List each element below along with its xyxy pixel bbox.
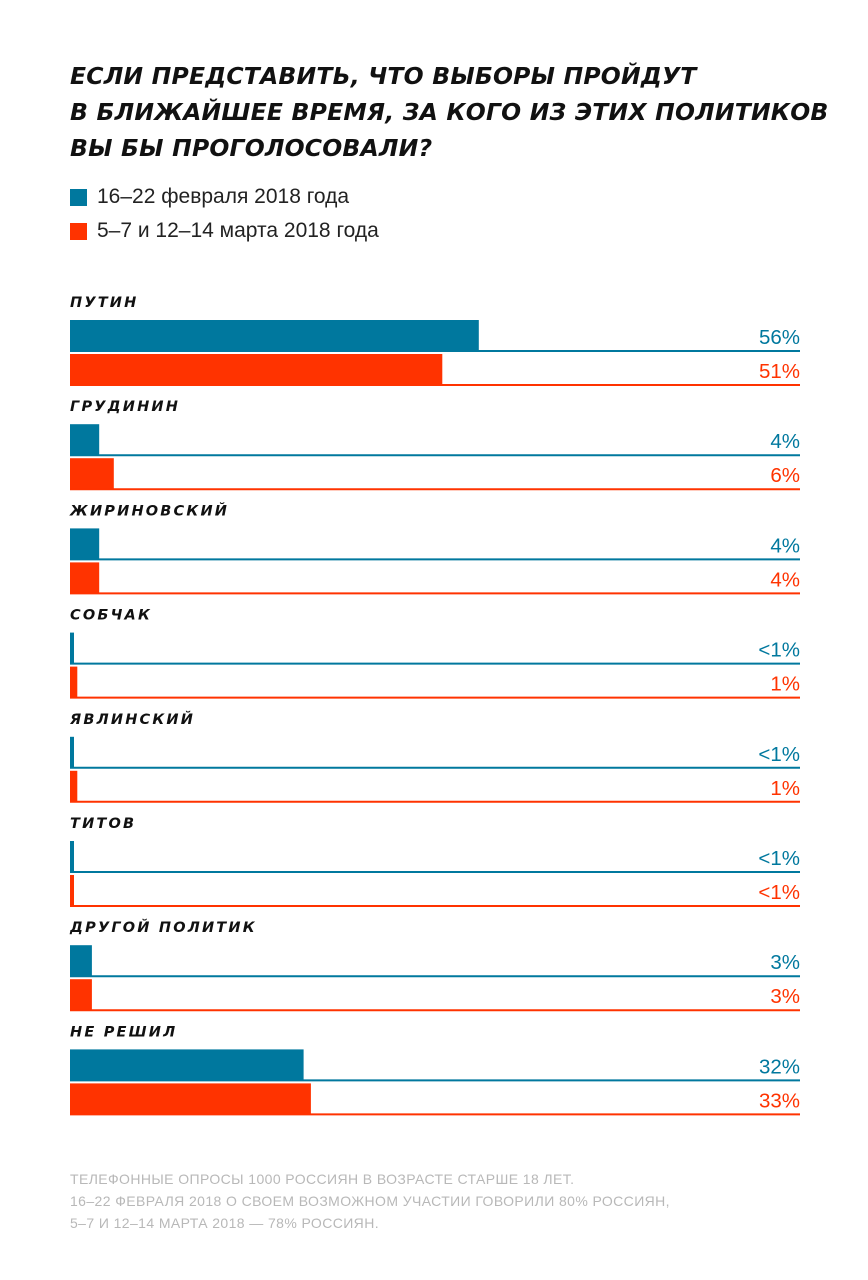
value-label-sobchak-march: 1% [770, 673, 800, 696]
category-label-undecided: НЕ РЕШИЛ [70, 1024, 177, 1040]
chart-title-line-1: ЕСЛИ ПРЕДСТАВИТЬ, ЧТО ВЫБОРЫ ПРОЙДУТ [70, 62, 697, 90]
bar-group-yavlinsky: ЯВЛИНСКИЙ <1% 1% [69, 711, 800, 803]
footnote-line-3: 5–7 и 12–14 марта 2018 — 78% россиян. [70, 1215, 379, 1231]
value-label-other-politician-march: 3% [770, 985, 800, 1008]
bar-other-politician-march [70, 979, 92, 1011]
value-label-undecided-march: 33% [759, 1089, 800, 1112]
bar-titov-february [70, 841, 74, 872]
bar-grudinin-march [70, 458, 114, 490]
value-label-zhirinovsky-march: 4% [770, 568, 800, 591]
bar-grudinin-february [70, 424, 100, 456]
category-label-titov: ТИТОВ [70, 816, 136, 832]
value-label-sobchak-february: <1% [758, 639, 800, 662]
value-label-grudinin-february: 4% [770, 430, 800, 453]
chart-title-line-3: ВЫ БЫ ПРОГОЛОСОВАЛИ? [70, 134, 433, 162]
bar-zhirinovsky-march [70, 562, 100, 594]
bar-group-other-politician: ДРУГОЙ ПОЛИТИК 3% 3% [69, 919, 800, 1012]
bar-group-titov: ТИТОВ <1% <1% [70, 816, 800, 907]
footnote-line-1: Телефонные опросы 1000 россиян в возраст… [70, 1171, 575, 1187]
value-label-grudinin-march: 6% [770, 464, 800, 487]
legend-item-march: 5–7 и 12–14 марта 2018 года [70, 214, 379, 248]
bar-zhirinovsky-february [70, 528, 100, 560]
legend-swatch-march [70, 222, 87, 240]
category-label-sobchak: СОБЧАК [70, 608, 152, 624]
category-label-grudinin: ГРУДИНИН [70, 399, 180, 415]
value-label-titov-march: <1% [758, 881, 800, 904]
bar-putin-february [70, 320, 479, 351]
bar-sobchak-february [70, 632, 74, 664]
bar-titov-march [70, 875, 74, 906]
category-label-zhirinovsky: ЖИРИНОВСКИЙ [69, 502, 229, 519]
value-label-undecided-february: 32% [759, 1055, 800, 1078]
bar-chart: ПУТИН 56% 51% ГРУДИНИН 4% 6% ЖИРИНОВСКИЙ 4% 4% СО… [69, 295, 800, 1116]
bar-sobchak-march [70, 666, 78, 698]
legend-item-february: 16–22 февраля 2018 года [70, 180, 379, 214]
value-label-titov-february: <1% [758, 847, 800, 870]
bar-undecided-february [70, 1049, 304, 1081]
footnote-line-2: 16–22 февраля 2018 о своем возможном уча… [70, 1193, 670, 1209]
chart-legend: 16–22 февраля 2018 года 5–7 и 12–14 март… [70, 180, 379, 248]
category-label-yavlinsky: ЯВЛИНСКИЙ [69, 711, 195, 728]
footnote: Телефонные опросы 1000 россиян в возраст… [70, 1168, 810, 1234]
chart-title: ЕСЛИ ПРЕДСТАВИТЬ, ЧТО ВЫБОРЫ ПРОЙДУТ В Б… [70, 58, 829, 166]
category-label-putin: ПУТИН [70, 295, 138, 311]
value-label-zhirinovsky-february: 4% [770, 534, 800, 557]
bar-group-sobchak: СОБЧАК <1% 1% [70, 608, 800, 699]
legend-swatch-february [70, 188, 87, 206]
bar-group-putin: ПУТИН 56% 51% [70, 295, 800, 386]
value-label-yavlinsky-march: 1% [770, 777, 800, 800]
bar-undecided-march [70, 1083, 311, 1115]
bar-putin-march [70, 354, 443, 385]
category-label-other-politician: ДРУГОЙ ПОЛИТИК [69, 919, 257, 936]
bar-group-zhirinovsky: ЖИРИНОВСКИЙ 4% 4% [69, 502, 800, 595]
bar-yavlinsky-february [70, 736, 74, 768]
value-label-other-politician-february: 3% [770, 951, 800, 974]
bar-yavlinsky-march [70, 770, 78, 802]
bar-group-grudinin: ГРУДИНИН 4% 6% [70, 399, 800, 491]
legend-label-march: 5–7 и 12–14 марта 2018 года [97, 219, 379, 242]
value-label-yavlinsky-february: <1% [758, 743, 800, 766]
bar-other-politician-february [70, 945, 92, 977]
value-label-putin-march: 51% [759, 360, 800, 383]
bar-group-undecided: НЕ РЕШИЛ 32% 33% [70, 1024, 800, 1116]
value-label-putin-february: 56% [759, 326, 800, 349]
chart-title-line-2: В БЛИЖАЙШЕЕ ВРЕМЯ, ЗА КОГО ИЗ ЭТИХ ПОЛИТ… [70, 98, 829, 126]
legend-label-february: 16–22 февраля 2018 года [97, 185, 350, 208]
